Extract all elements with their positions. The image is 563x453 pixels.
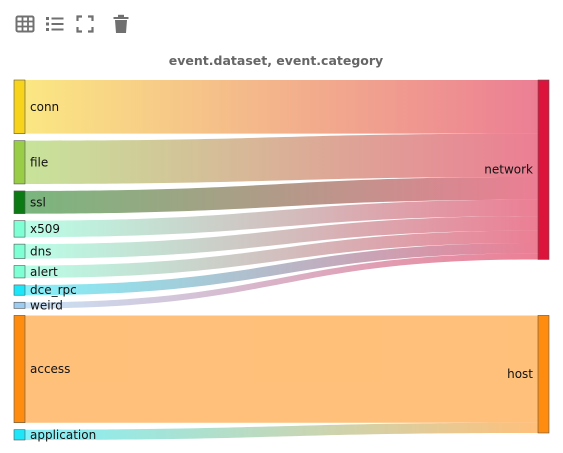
table-view-button[interactable]	[14, 13, 36, 35]
node-label-weird: weird	[30, 298, 63, 312]
node-weird[interactable]	[13, 301, 26, 309]
node-label-application: application	[30, 428, 96, 442]
node-dns[interactable]	[13, 243, 26, 259]
node-label-host: host	[507, 367, 533, 381]
node-network[interactable]	[537, 79, 550, 260]
node-file[interactable]	[13, 140, 26, 185]
link-dns-network[interactable]	[25, 216, 538, 259]
node-dce-rpc[interactable]	[13, 284, 26, 296]
link-alert-network[interactable]	[25, 230, 538, 278]
node-ssl[interactable]	[13, 190, 26, 214]
sankey-nodes	[13, 79, 550, 441]
list-icon	[46, 17, 64, 31]
node-label-file: file	[30, 155, 48, 169]
sankey-links	[25, 80, 538, 440]
node-label-alert: alert	[30, 265, 58, 279]
list-view-button[interactable]	[44, 13, 66, 35]
link-application-host[interactable]	[25, 422, 538, 440]
link-dce-rpc-network[interactable]	[25, 242, 538, 296]
fullscreen-button[interactable]	[74, 13, 96, 35]
node-conn[interactable]	[13, 79, 26, 134]
node-application[interactable]	[13, 429, 26, 441]
delete-button[interactable]	[110, 13, 132, 35]
node-label-conn: conn	[30, 100, 59, 114]
link-conn-network[interactable]	[25, 80, 538, 134]
node-x509[interactable]	[13, 220, 26, 238]
link-ssl-network[interactable]	[25, 176, 538, 214]
table-icon	[15, 15, 35, 33]
node-label-dce-rpc: dce_rpc	[30, 283, 77, 297]
chart-title: event.dataset, event.category	[169, 53, 383, 68]
node-label-ssl: ssl	[30, 195, 46, 209]
node-host[interactable]	[537, 315, 550, 434]
link-x509-network[interactable]	[25, 199, 538, 238]
node-label-x509: x509	[30, 222, 60, 236]
link-file-network[interactable]	[25, 133, 538, 184]
trash-icon	[113, 14, 129, 33]
node-label-dns: dns	[30, 244, 51, 258]
node-alert[interactable]	[13, 265, 26, 279]
fullscreen-icon	[76, 15, 94, 33]
node-access[interactable]	[13, 315, 26, 423]
link-weird-network[interactable]	[25, 253, 538, 309]
chart-toolbar	[14, 12, 140, 36]
link-access-host[interactable]	[25, 315, 538, 423]
node-label-network: network	[484, 163, 533, 177]
node-label-access: access	[30, 362, 70, 376]
